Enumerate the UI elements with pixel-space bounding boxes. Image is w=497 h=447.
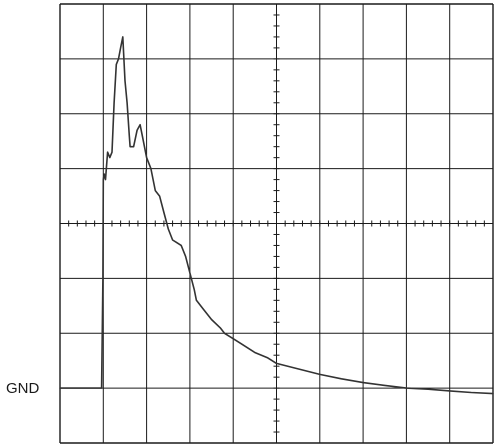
signal-trace	[59, 36, 494, 395]
center-axis-ticks	[59, 3, 494, 444]
gnd-label: GND	[6, 380, 40, 397]
